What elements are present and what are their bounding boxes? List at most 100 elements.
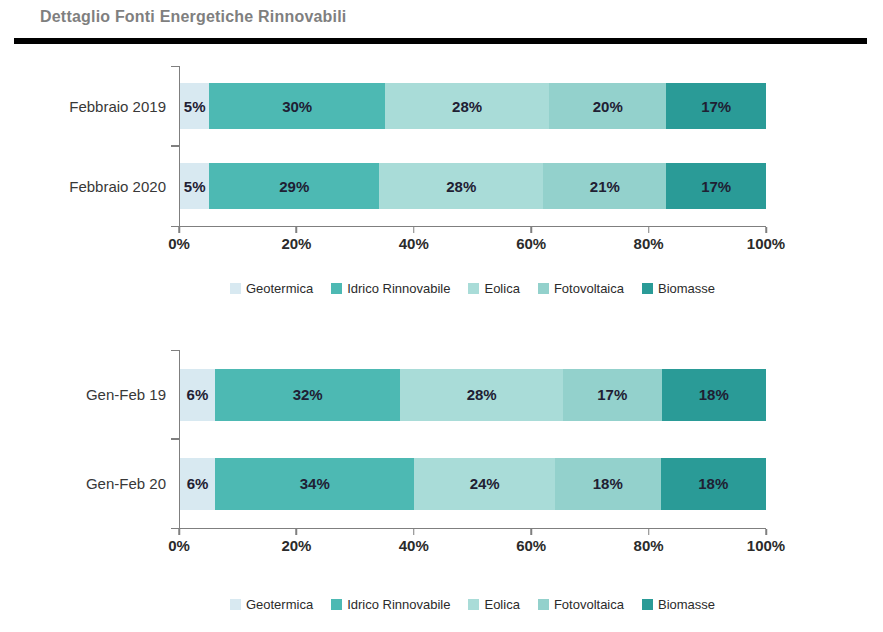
y-axis-tick [171, 350, 179, 352]
category-axis: Febbraio 2019Febbraio 2020 [0, 66, 179, 227]
category-label: Gen-Feb 20 [0, 439, 179, 528]
bar-row: 5% 30% 28% 20% 17% [180, 66, 766, 146]
chart-jan-feb-comparison: Gen-Feb 19Gen-Feb 20 6% 32% 28% 17% 18% 6% 34% 2… [0, 350, 883, 612]
legend-swatch-icon [331, 283, 342, 294]
bar-segment-value: 18% [698, 475, 728, 492]
legend-swatch-icon [642, 599, 653, 610]
bar-segment-value: 17% [701, 178, 731, 195]
bar-segment-biomasse: 18% [662, 369, 766, 421]
legend-swatch-icon [642, 283, 653, 294]
legend-item-idrico-rinnovabile: Idrico Rinnovabile [331, 281, 450, 296]
y-axis-tick [171, 438, 179, 440]
legend-swatch-icon [468, 283, 479, 294]
report-page: Dettaglio Fonti Energetiche Rinnovabili … [0, 0, 883, 632]
bar-segment-geotermica: 6% [180, 458, 215, 510]
legend-item-biomasse: Biomasse [642, 281, 715, 296]
page-title: Dettaglio Fonti Energetiche Rinnovabili [40, 8, 347, 26]
bar-segment-geotermica: 5% [180, 83, 209, 129]
x-axis-tick-label: 0% [168, 537, 190, 554]
category-label: Febbraio 2020 [0, 146, 179, 226]
x-axis: 0%20%40%60%80%100% [179, 529, 766, 559]
bar-segment-value: 17% [701, 98, 731, 115]
bar-segment-value: 28% [467, 386, 497, 403]
bar-segment-fotovoltaica: 17% [563, 369, 662, 421]
category-axis: Gen-Feb 19Gen-Feb 20 [0, 350, 179, 529]
bar-segment-value: 21% [590, 178, 620, 195]
legend-label: Biomasse [658, 281, 715, 296]
bar-segment-value: 28% [446, 178, 476, 195]
bar-row: 5% 29% 28% 21% 17% [180, 146, 766, 226]
bar-row: 6% 34% 24% 18% 18% [180, 439, 766, 528]
title-divider [14, 38, 867, 44]
bar-segment-fotovoltaica: 18% [555, 458, 660, 510]
legend-item-biomasse: Biomasse [642, 597, 715, 612]
x-axis-tick-label: 40% [399, 537, 429, 554]
legend-label: Eolica [484, 597, 519, 612]
x-axis-tick [413, 227, 415, 233]
x-axis-tick [530, 227, 532, 233]
x-axis-tick-label: 20% [281, 235, 311, 252]
bar-segment-eolica: 28% [400, 369, 562, 421]
legend-item-eolica: Eolica [468, 281, 519, 296]
x-axis-tick-label: 60% [516, 537, 546, 554]
legend-label: Fotovoltaica [554, 281, 624, 296]
legend-swatch-icon [468, 599, 479, 610]
legend: GeotermicaIdrico RinnovabileEolicaFotovo… [179, 281, 766, 296]
x-axis-tick [765, 227, 767, 233]
x-axis-tick [648, 227, 650, 233]
x-axis-tick [296, 529, 298, 535]
bar-segment-value: 6% [187, 475, 209, 492]
bar-segment-value: 18% [593, 475, 623, 492]
legend-swatch-icon [538, 283, 549, 294]
bar-segment-value: 5% [184, 178, 206, 195]
legend-item-idrico-rinnovabile: Idrico Rinnovabile [331, 597, 450, 612]
chart-body: Gen-Feb 19Gen-Feb 20 6% 32% 28% 17% 18% 6% 34% 2… [0, 350, 883, 529]
x-axis-tick [648, 529, 650, 535]
legend-label: Idrico Rinnovabile [347, 281, 450, 296]
x-axis-tick-label: 80% [634, 537, 664, 554]
bar-segment-biomasse: 17% [666, 163, 766, 209]
bar-segment-value: 5% [184, 98, 206, 115]
x-axis-tick-label: 20% [281, 537, 311, 554]
stacked-bar: 6% 34% 24% 18% 18% [180, 458, 766, 510]
x-axis-tick [178, 529, 180, 535]
legend-swatch-icon [538, 599, 549, 610]
bar-segment-idrico-rinnovabile: 32% [215, 369, 401, 421]
bar-segment-biomasse: 17% [666, 83, 766, 129]
legend-item-geotermica: Geotermica [230, 597, 313, 612]
bar-segment-value: 29% [279, 178, 309, 195]
x-axis-tick-label: 100% [747, 537, 785, 554]
legend-label: Eolica [484, 281, 519, 296]
plot-area: 5% 30% 28% 20% 17% 5% 29% 28% 21% 17% [179, 66, 766, 227]
bar-segment-geotermica: 6% [180, 369, 215, 421]
bar-segment-value: 30% [282, 98, 312, 115]
legend-item-fotovoltaica: Fotovoltaica [538, 597, 624, 612]
x-axis-tick-label: 40% [399, 235, 429, 252]
legend-label: Biomasse [658, 597, 715, 612]
legend-label: Fotovoltaica [554, 597, 624, 612]
legend-swatch-icon [230, 599, 241, 610]
plot-area: 6% 32% 28% 17% 18% 6% 34% 24% 18% 18% [179, 350, 766, 529]
stacked-bar: 5% 30% 28% 20% 17% [180, 83, 766, 129]
y-axis-tick [171, 66, 179, 68]
bar-segment-value: 17% [597, 386, 627, 403]
bar-segment-value: 18% [699, 386, 729, 403]
bar-segment-idrico-rinnovabile: 29% [209, 163, 379, 209]
bar-segment-value: 6% [187, 386, 209, 403]
chart-february-comparison: Febbraio 2019Febbraio 2020 5% 30% 28% 20% 17%… [0, 66, 883, 296]
x-axis-tick [413, 529, 415, 535]
bar-segment-idrico-rinnovabile: 30% [209, 83, 385, 129]
y-axis-tick [171, 145, 179, 147]
bar-segment-value: 28% [452, 98, 482, 115]
stacked-bar: 6% 32% 28% 17% 18% [180, 369, 766, 421]
bar-segment-biomasse: 18% [661, 458, 766, 510]
legend-item-fotovoltaica: Fotovoltaica [538, 281, 624, 296]
bar-segment-value: 34% [300, 475, 330, 492]
legend-label: Idrico Rinnovabile [347, 597, 450, 612]
x-axis-tick [178, 227, 180, 233]
x-axis-tick-label: 60% [516, 235, 546, 252]
legend-item-eolica: Eolica [468, 597, 519, 612]
legend-label: Geotermica [246, 597, 313, 612]
bar-segment-fotovoltaica: 20% [549, 83, 666, 129]
bar-segment-eolica: 24% [414, 458, 555, 510]
